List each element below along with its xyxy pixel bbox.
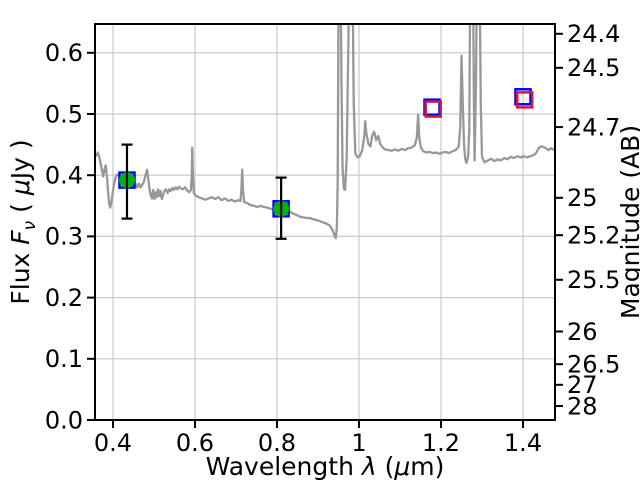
y-tick-label-left: 0.6 xyxy=(45,39,83,67)
x-axis-label: Wavelength λ (μm) xyxy=(95,452,555,480)
y-tick-label-right: 26 xyxy=(567,318,598,346)
y-tick-label-right: 24.7 xyxy=(567,113,620,141)
y-tick-label-left: 0.0 xyxy=(45,406,83,434)
nu-subscript: ν xyxy=(20,220,40,231)
ylabel-left-unit: Jy ) xyxy=(6,139,35,180)
y-tick-label-right: 25 xyxy=(567,184,598,212)
ylabel-left-paren: ( xyxy=(6,195,35,221)
axes-frame xyxy=(94,23,556,421)
xlabel-unit: m) xyxy=(410,452,445,480)
mu-symbol: μ xyxy=(394,452,411,480)
y-tick-label-right: 24.4 xyxy=(567,20,620,48)
y-axis-label-left: Flux Fν ( μJy ) xyxy=(6,22,40,422)
y-tick-label-left: 0.4 xyxy=(45,161,83,189)
axis-ticks xyxy=(87,32,563,428)
y-tick-label-right: 25.5 xyxy=(567,266,620,294)
y-tick-label-right: 27 xyxy=(567,371,598,399)
y-tick-label-left: 0.5 xyxy=(45,100,83,128)
ylabel-right-text: Magnitude (AB) xyxy=(616,124,640,320)
x-tick-label: 0.4 xyxy=(94,429,132,457)
photometry-open-squares-crimson xyxy=(424,91,534,118)
spectrum-line xyxy=(95,24,555,240)
y-tick-label-right: 28 xyxy=(567,392,598,420)
error-bar xyxy=(121,143,133,220)
x-tick-label: 1.2 xyxy=(422,429,460,457)
flux-symbol: F xyxy=(6,230,35,245)
y-tick-label-right: 25.2 xyxy=(567,221,620,249)
y-tick-label-left: 0.3 xyxy=(45,223,83,251)
x-tick-label: 0.6 xyxy=(176,429,214,457)
y-tick-label-left: 0.1 xyxy=(45,345,83,373)
xlabel-text: Wavelength xyxy=(205,452,362,480)
open-square-marker xyxy=(515,91,534,109)
lambda-symbol: λ xyxy=(361,452,377,480)
y-tick-label-left: 0.2 xyxy=(45,284,83,312)
tick-labels: 0.4 0.6 0.8 1 1.2 1.4 0.0 0.1 0.2 0.3 0.4 0.5 0.6 24.… xyxy=(45,20,621,457)
x-tick-label: 0.8 xyxy=(258,429,296,457)
open-square-marker xyxy=(424,100,442,118)
y-tick-label-right: 24.5 xyxy=(567,54,620,82)
ylabel-left-text: Flux xyxy=(6,244,35,305)
x-tick-label: 1.4 xyxy=(504,429,542,457)
photometry-detections xyxy=(118,143,290,240)
xlabel-paren: ( xyxy=(376,452,395,480)
mu-symbol: μ xyxy=(6,179,35,196)
error-bar xyxy=(275,176,287,240)
open-square-marker xyxy=(514,88,532,106)
y-axis-label-right: Magnitude (AB) xyxy=(616,22,640,422)
x-tick-label: 1 xyxy=(351,429,366,457)
y-tick-label-right: 26.5 xyxy=(567,350,620,378)
